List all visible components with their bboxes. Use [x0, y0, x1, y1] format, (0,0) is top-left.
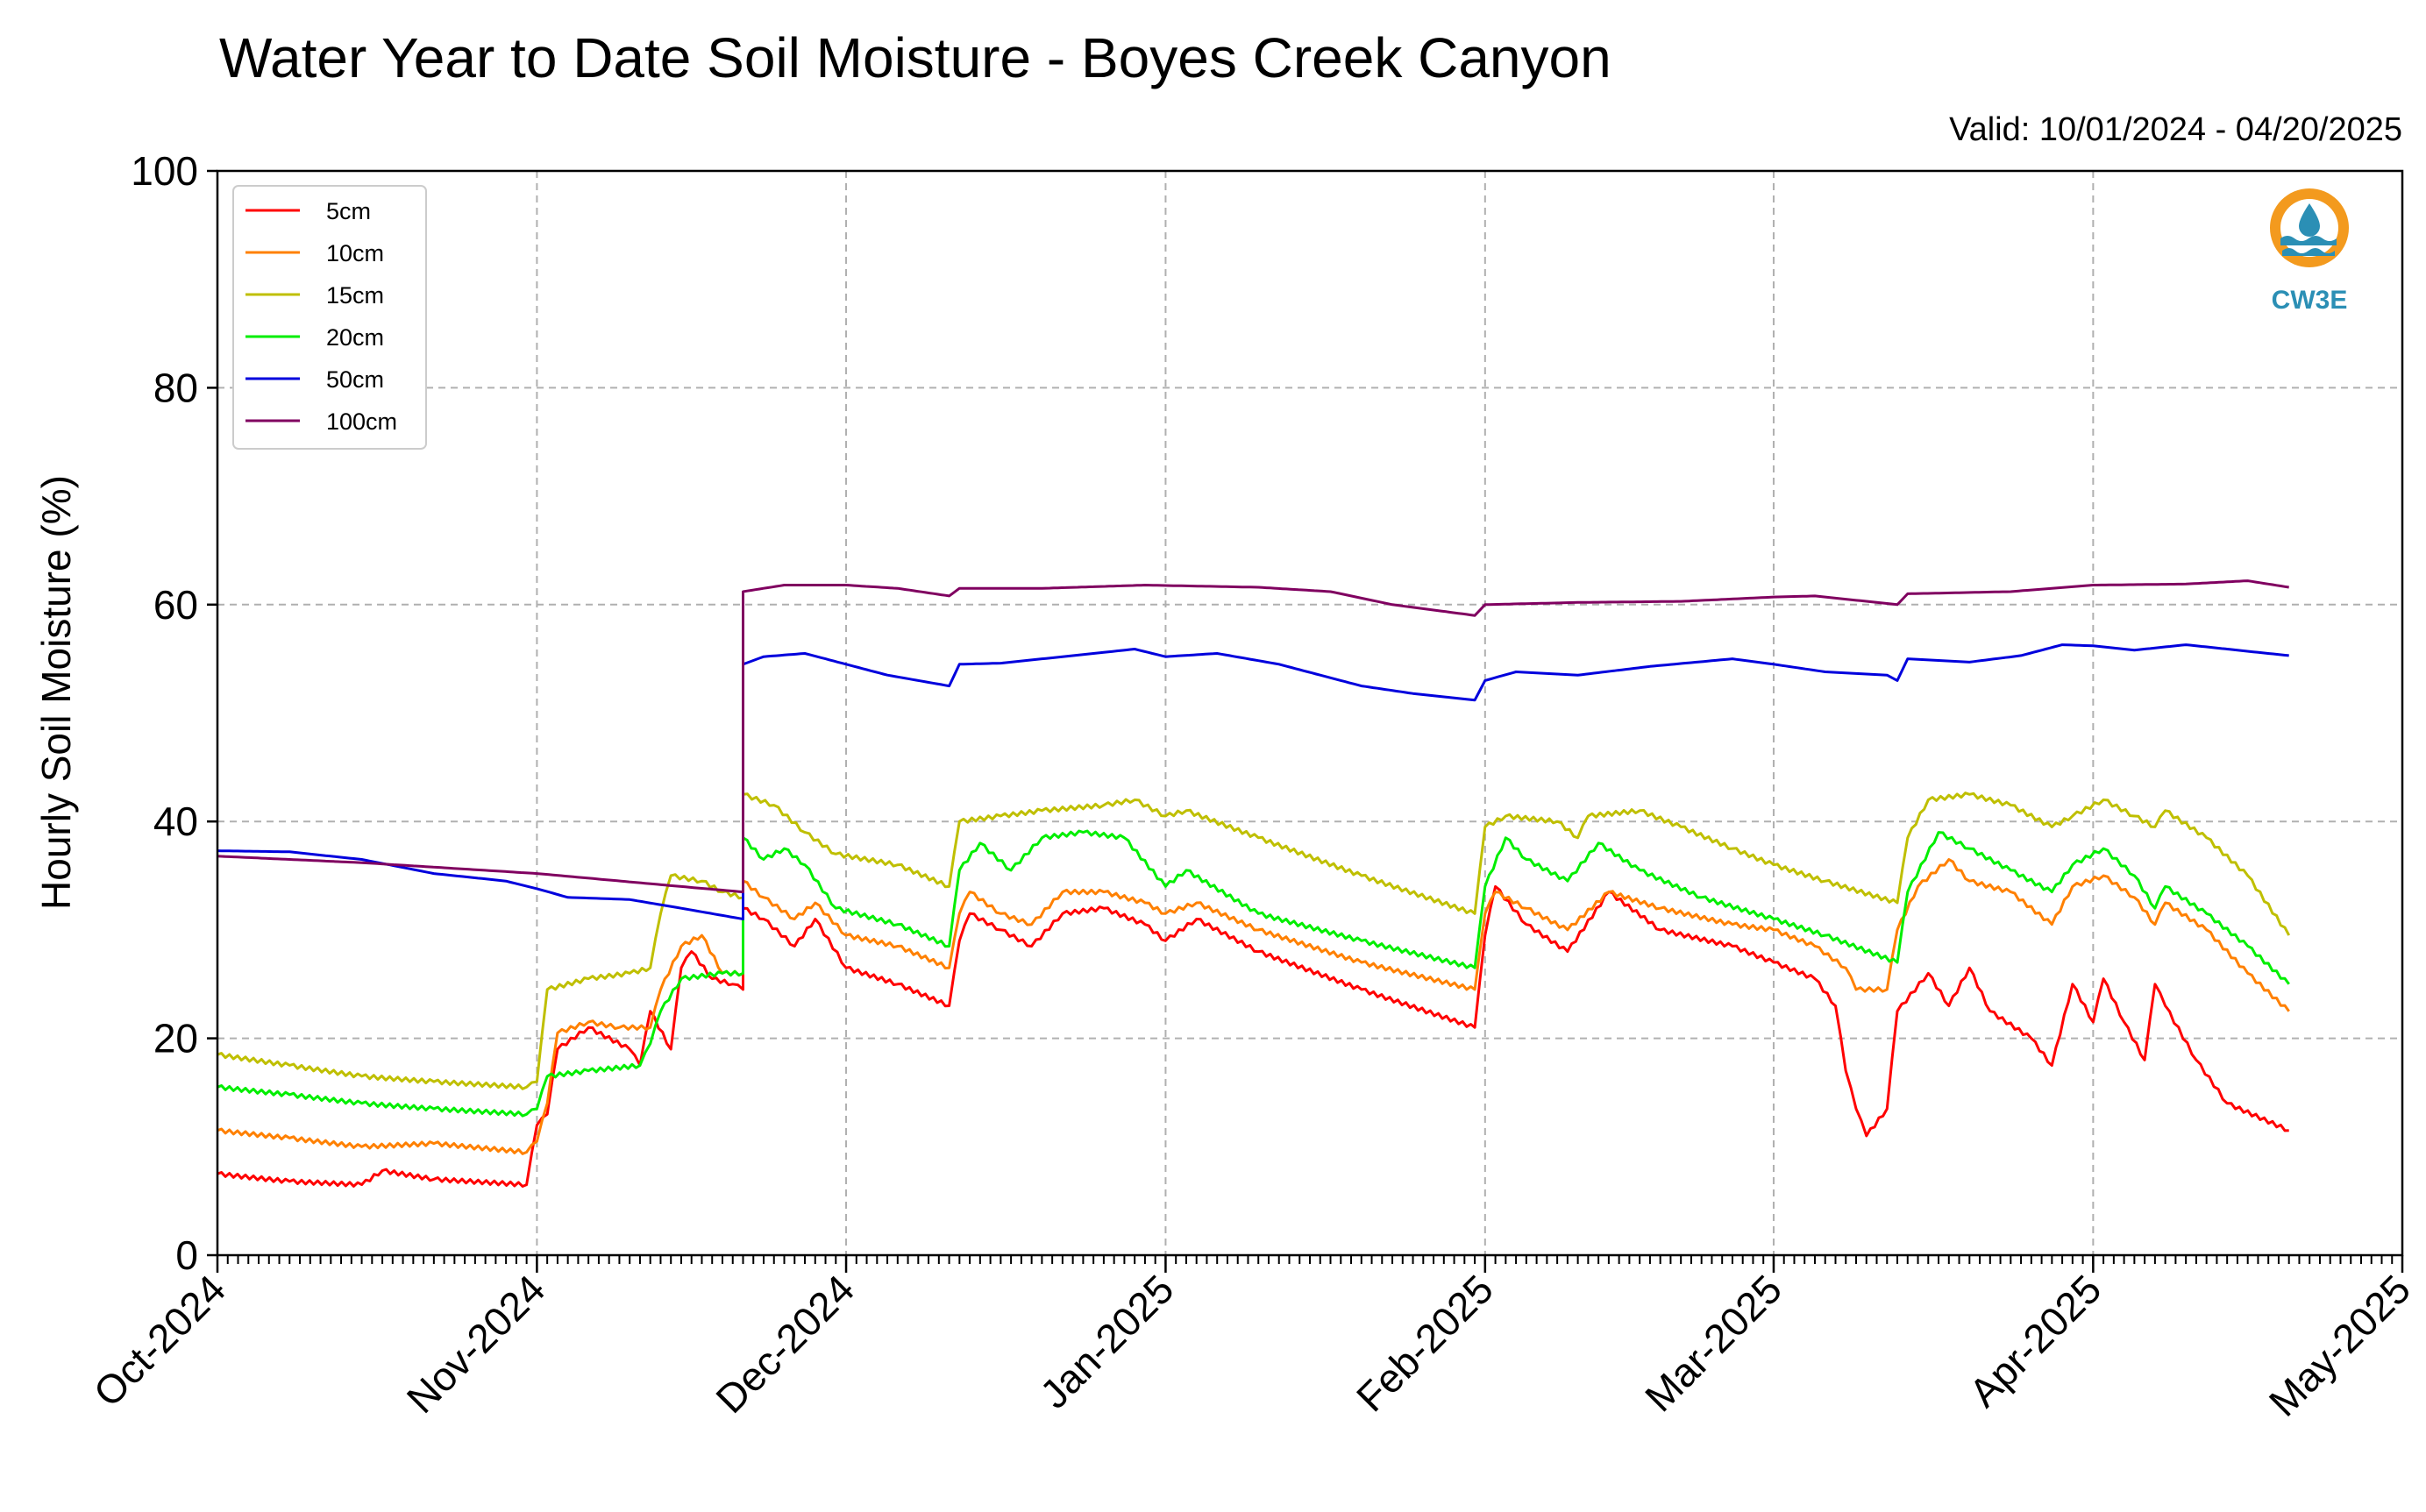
x-tick-label: Jan-2025 — [1031, 1266, 1182, 1416]
y-tick-label: 20 — [153, 1016, 198, 1061]
legend-label-10cm: 10cm — [326, 240, 384, 266]
logo-wave-1 — [2280, 236, 2337, 245]
axes — [207, 169, 2404, 1273]
x-tick-label: Mar-2025 — [1636, 1266, 1790, 1420]
plot-frame — [216, 169, 2404, 1257]
legend-label-100cm: 100cm — [326, 408, 397, 435]
legend-label-15cm: 15cm — [326, 282, 384, 309]
series-line-50cm — [217, 643, 2289, 920]
x-tick-label: May-2025 — [2260, 1266, 2419, 1424]
logo-text: CW3E — [2272, 286, 2348, 315]
series-line-10cm — [217, 858, 2290, 1155]
x-tick-label: Feb-2025 — [1348, 1266, 1502, 1420]
y-axis-label: Hourly Soil Moisture (%) — [33, 475, 79, 910]
series-line-5cm — [217, 884, 2289, 1188]
x-tick-label: Oct-2024 — [85, 1266, 235, 1416]
x-tick-label: Nov-2024 — [398, 1266, 554, 1422]
logo-wave-2 — [2282, 248, 2335, 256]
series-line-20cm — [217, 829, 2290, 1118]
legend-label-20cm: 20cm — [326, 324, 384, 351]
cw3e-logo: CW3E — [2270, 188, 2349, 315]
y-tick-label: 60 — [153, 582, 198, 628]
x-tick-label: Dec-2024 — [707, 1266, 863, 1422]
grid-lines — [217, 171, 2402, 1255]
valid-date-range: Valid: 10/01/2024 - 04/20/2025 — [1949, 111, 2402, 148]
y-tick-labels: 0 20 40 60 80 100 — [131, 148, 198, 1278]
series-lines — [217, 579, 2291, 1188]
water-drop-icon — [2299, 203, 2320, 237]
chart-title: Water Year to Date Soil Moisture - Boyes… — [219, 26, 1611, 89]
x-tick-labels: Oct-2024 Nov-2024 Dec-2024 Jan-2025 Feb-2025… — [85, 1266, 2420, 1424]
legend: 5cm 10cm 15cm 20cm 50cm 100cm — [232, 185, 427, 450]
y-tick-label: 0 — [175, 1232, 198, 1278]
series-line-100cm — [217, 579, 2289, 894]
y-tick-label: 100 — [131, 148, 198, 194]
legend-label-5cm: 5cm — [326, 198, 371, 224]
x-tick-label: Apr-2025 — [1960, 1266, 2110, 1416]
y-tick-label: 80 — [153, 365, 198, 410]
series-line-15cm — [217, 791, 2291, 1090]
legend-label-50cm: 50cm — [326, 366, 384, 393]
y-tick-label: 40 — [153, 799, 198, 844]
